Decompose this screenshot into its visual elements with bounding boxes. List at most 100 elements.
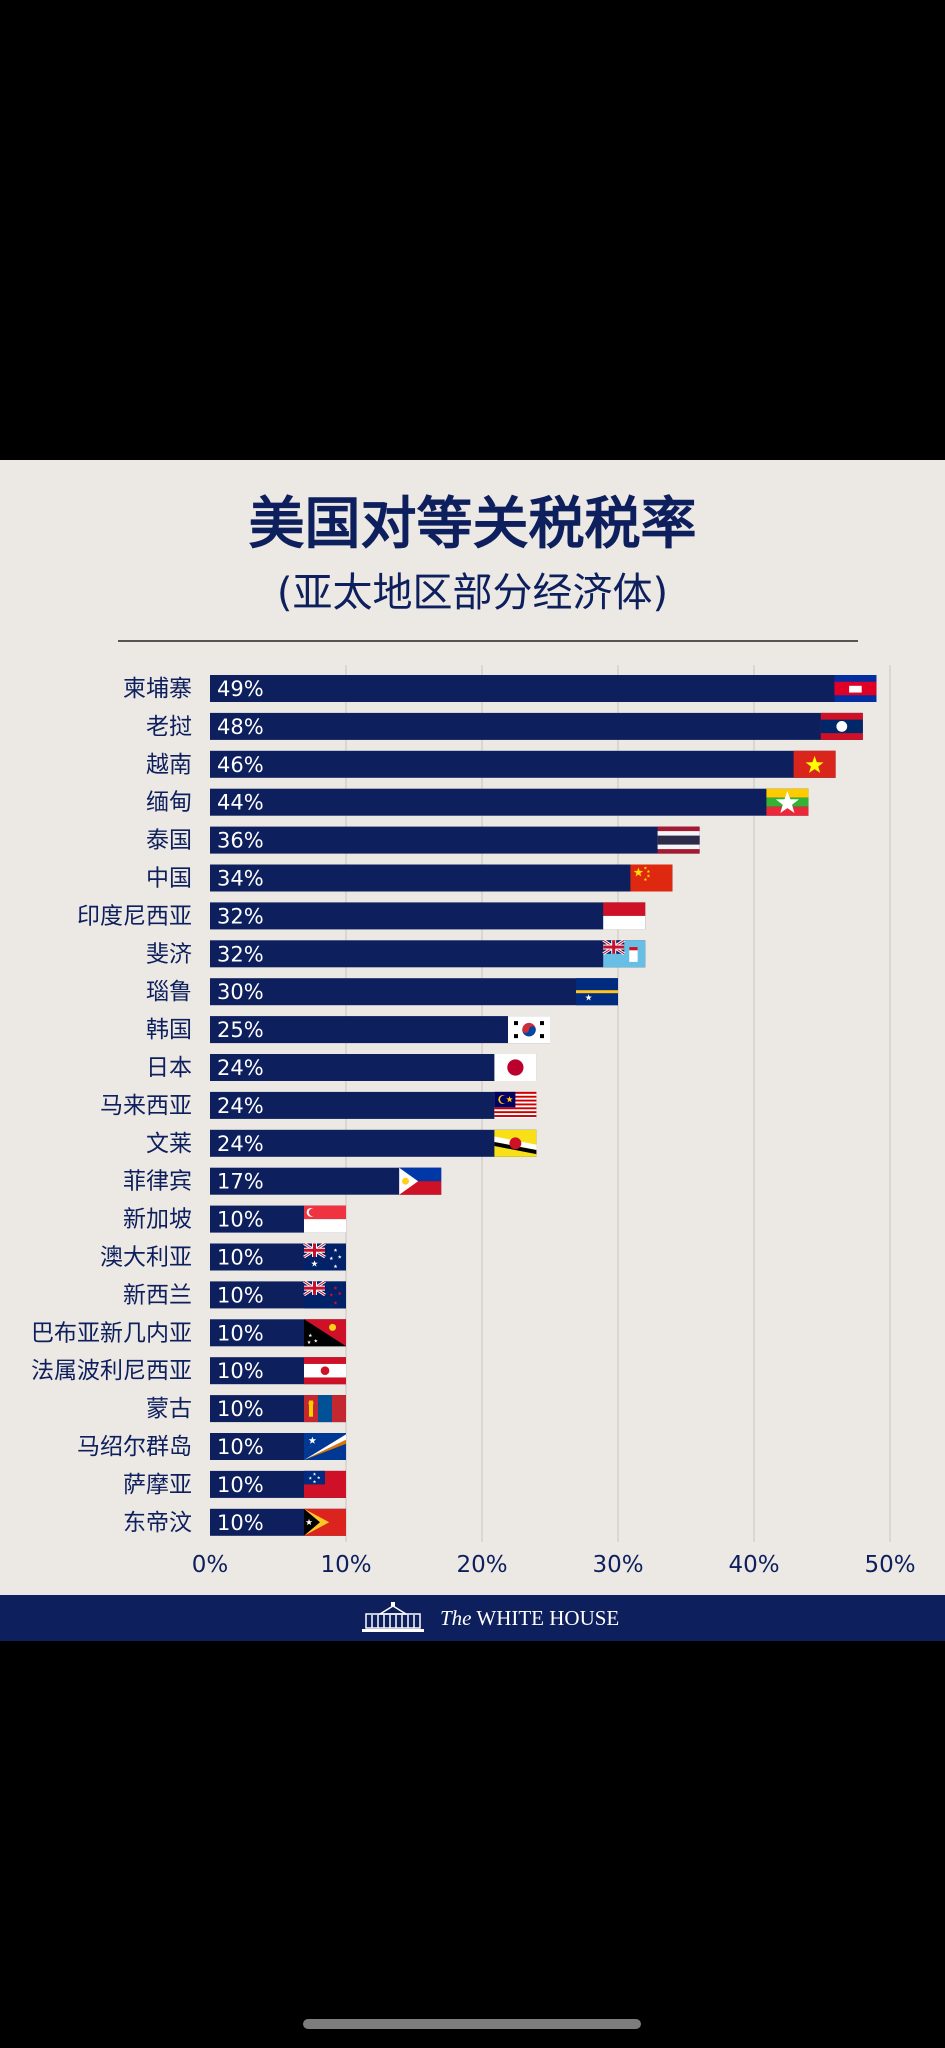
bar bbox=[210, 788, 809, 816]
value-label: 30% bbox=[217, 980, 264, 1004]
x-tick-label: 0% bbox=[192, 1552, 229, 1578]
value-label: 10% bbox=[217, 1511, 264, 1535]
bar bbox=[210, 1091, 537, 1119]
fiji-flag-icon bbox=[602, 939, 646, 968]
category-label: 中国 bbox=[146, 866, 192, 892]
malaysia-flag-icon bbox=[494, 1091, 537, 1119]
category-label: 泰国 bbox=[146, 828, 192, 854]
category-label: 东帝汶 bbox=[123, 1510, 192, 1536]
south-korea-flag-icon bbox=[508, 1016, 550, 1044]
bar bbox=[210, 750, 836, 778]
category-label: 澳大利亚 bbox=[100, 1245, 192, 1271]
nauru-flag-icon bbox=[576, 978, 618, 1006]
category-label: 韩国 bbox=[146, 1017, 192, 1043]
category-label: 斐济 bbox=[146, 941, 192, 967]
category-label: 越南 bbox=[146, 752, 192, 778]
value-label: 10% bbox=[217, 1397, 264, 1421]
footer-bar: The WHITE HOUSE bbox=[0, 1595, 945, 1641]
value-label: 46% bbox=[217, 753, 264, 777]
category-label: 新加坡 bbox=[123, 1207, 192, 1233]
bar bbox=[210, 978, 618, 1006]
value-label: 10% bbox=[217, 1283, 264, 1307]
category-label: 萨摩亚 bbox=[123, 1472, 192, 1498]
bar bbox=[210, 864, 673, 892]
bar-chart: 柬埔寨 49% 老挝 48% 越南 46% 缅甸 44% 泰国 36% 中国 34% 印度尼西亚 32% 斐… bbox=[31, 665, 916, 1578]
value-label: 36% bbox=[217, 829, 264, 853]
bar bbox=[210, 1054, 537, 1081]
infographic-card: 美国对等关税税率 (亚太地区部分经济体) 柬埔寨 49% 老挝 48% 越南 46% 缅甸 4… bbox=[0, 460, 945, 1641]
chart-subtitle: (亚太地区部分经济体) bbox=[276, 570, 669, 616]
category-label: 法属波利尼西亚 bbox=[31, 1358, 192, 1384]
value-label: 32% bbox=[217, 942, 264, 966]
thailand-flag-icon bbox=[657, 826, 700, 854]
category-label: 柬埔寨 bbox=[123, 676, 192, 702]
category-label: 马来西亚 bbox=[100, 1093, 192, 1119]
philippines-flag-icon bbox=[399, 1167, 442, 1195]
value-label: 10% bbox=[217, 1435, 264, 1459]
category-label: 瑙鲁 bbox=[146, 979, 192, 1005]
value-label: 25% bbox=[217, 1018, 264, 1042]
value-label: 32% bbox=[217, 904, 264, 928]
value-label: 44% bbox=[217, 791, 264, 815]
samoa-flag-icon bbox=[304, 1470, 346, 1498]
logo-name: WHITE HOUSE bbox=[476, 1606, 620, 1630]
value-label: 10% bbox=[217, 1246, 264, 1270]
japan-flag-icon bbox=[494, 1054, 537, 1081]
category-label: 菲律宾 bbox=[123, 1169, 192, 1195]
value-label: 48% bbox=[217, 715, 264, 739]
french-polynesia-flag-icon bbox=[304, 1357, 346, 1385]
australia-flag-icon bbox=[303, 1242, 346, 1271]
value-label: 34% bbox=[217, 867, 264, 891]
value-label: 17% bbox=[217, 1170, 264, 1194]
category-label: 缅甸 bbox=[146, 790, 192, 816]
x-tick-label: 10% bbox=[320, 1552, 371, 1578]
brunei-flag-icon bbox=[494, 1129, 537, 1157]
indonesia-flag-icon bbox=[603, 902, 646, 930]
category-label: 印度尼西亚 bbox=[77, 903, 192, 929]
x-tick-label: 50% bbox=[864, 1552, 915, 1578]
bar bbox=[210, 902, 646, 930]
home-indicator[interactable] bbox=[303, 2019, 641, 2029]
category-label: 马绍尔群岛 bbox=[77, 1434, 192, 1460]
x-tick-label: 30% bbox=[592, 1552, 643, 1578]
category-label: 老挝 bbox=[146, 714, 192, 740]
value-label: 49% bbox=[217, 677, 264, 701]
papua-new-guinea-flag-icon bbox=[304, 1319, 346, 1347]
white-house-building-icon bbox=[362, 1602, 424, 1632]
bar bbox=[210, 1016, 550, 1044]
x-tick-label: 40% bbox=[728, 1552, 779, 1578]
mongolia-flag-icon bbox=[304, 1395, 346, 1423]
category-label: 文莱 bbox=[146, 1131, 192, 1157]
value-label: 24% bbox=[217, 1056, 264, 1080]
category-label: 新西兰 bbox=[123, 1282, 192, 1308]
laos-flag-icon bbox=[820, 712, 863, 740]
value-label: 24% bbox=[217, 1132, 264, 1156]
marshall-islands-flag-icon bbox=[304, 1433, 346, 1460]
white-house-logo: The WHITE HOUSE bbox=[440, 1605, 619, 1631]
value-label: 10% bbox=[217, 1208, 264, 1232]
value-label: 10% bbox=[217, 1473, 264, 1497]
bar bbox=[210, 675, 877, 702]
category-label: 日本 bbox=[146, 1055, 192, 1081]
value-label: 10% bbox=[217, 1321, 264, 1345]
category-label: 蒙古 bbox=[146, 1396, 192, 1422]
value-label: 24% bbox=[217, 1094, 264, 1118]
x-tick-label: 20% bbox=[456, 1552, 507, 1578]
bar bbox=[210, 940, 646, 968]
title-divider bbox=[118, 640, 858, 642]
bar bbox=[210, 712, 863, 740]
cambodia-flag-icon bbox=[834, 675, 877, 702]
new-zealand-flag-icon bbox=[303, 1280, 346, 1309]
china-flag-icon bbox=[630, 864, 673, 892]
vietnam-flag-icon bbox=[793, 750, 836, 778]
bar bbox=[210, 826, 700, 854]
bar bbox=[210, 1129, 537, 1157]
chart-title: 美国对等关税税率 bbox=[248, 492, 697, 557]
value-label: 10% bbox=[217, 1359, 264, 1383]
myanmar-flag-icon bbox=[766, 788, 809, 816]
category-label: 巴布亚新几内亚 bbox=[31, 1320, 192, 1346]
timor-leste-flag-icon bbox=[304, 1508, 346, 1536]
singapore-flag-icon bbox=[304, 1205, 346, 1233]
logo-prefix: The bbox=[440, 1606, 472, 1630]
